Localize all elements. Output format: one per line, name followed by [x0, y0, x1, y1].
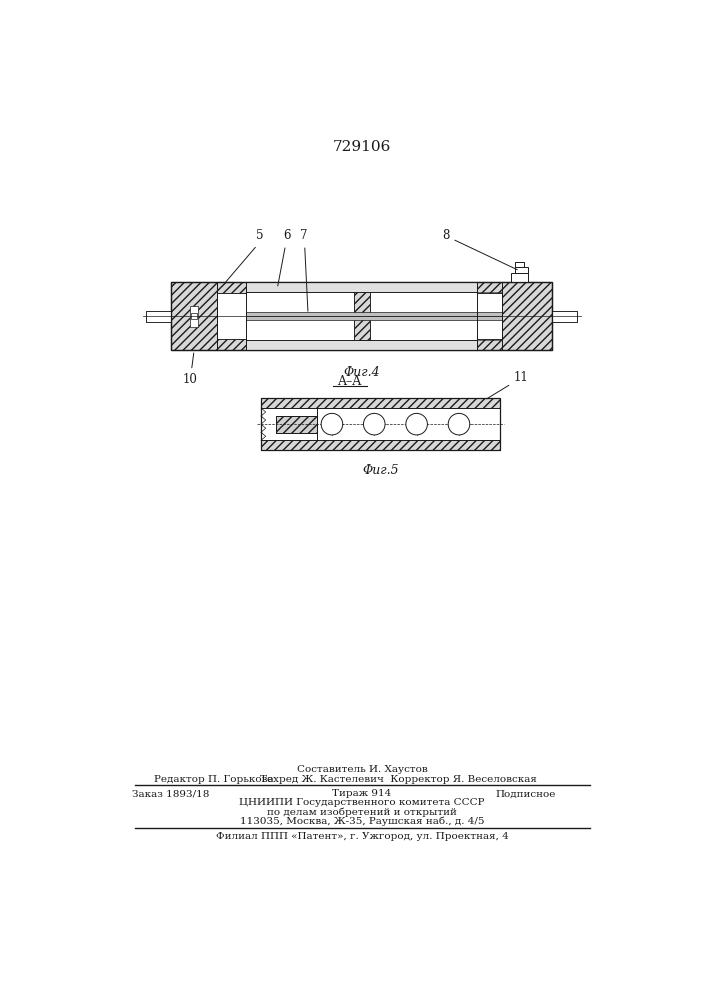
- Bar: [247, 340, 477, 350]
- Bar: [261, 398, 500, 408]
- Bar: [261, 398, 500, 450]
- Bar: [354, 282, 370, 350]
- Bar: [261, 398, 500, 408]
- Bar: [477, 339, 502, 350]
- Bar: [477, 282, 502, 293]
- Bar: [171, 282, 552, 350]
- Bar: [502, 282, 552, 350]
- Bar: [276, 416, 317, 433]
- Bar: [217, 339, 247, 350]
- Bar: [146, 311, 171, 322]
- Text: Φиг.4: Φиг.4: [344, 366, 380, 379]
- Bar: [190, 306, 198, 327]
- Bar: [477, 282, 502, 293]
- Text: по делам изобретений и открытий: по делам изобретений и открытий: [267, 807, 457, 817]
- Text: ЦНИИПИ Государственного комитета СССР: ЦНИИПИ Государственного комитета СССР: [239, 798, 485, 807]
- Bar: [247, 282, 477, 292]
- Text: Составитель И. Хаустов: Составитель И. Хаустов: [296, 765, 427, 774]
- Circle shape: [448, 413, 469, 435]
- Circle shape: [363, 413, 385, 435]
- Text: A–A: A–A: [337, 375, 362, 388]
- Bar: [502, 282, 552, 350]
- Bar: [217, 339, 247, 350]
- Bar: [515, 267, 528, 273]
- Bar: [247, 312, 502, 320]
- Bar: [171, 282, 217, 350]
- Text: Редактор П. Горькова: Редактор П. Горькова: [153, 775, 273, 784]
- Text: 6: 6: [278, 229, 291, 286]
- Bar: [261, 440, 500, 450]
- Text: Тираж 914: Тираж 914: [332, 789, 392, 798]
- Text: Φиг.5: Φиг.5: [362, 464, 399, 477]
- Circle shape: [406, 413, 428, 435]
- Bar: [511, 273, 528, 282]
- Text: 7: 7: [300, 229, 308, 311]
- Text: Подписное: Подписное: [495, 789, 556, 798]
- Bar: [171, 282, 552, 350]
- Text: 5: 5: [225, 229, 263, 283]
- Text: 10: 10: [183, 353, 198, 386]
- Bar: [354, 282, 370, 350]
- Bar: [146, 311, 171, 322]
- Bar: [217, 282, 247, 293]
- Bar: [477, 339, 502, 350]
- Bar: [191, 313, 197, 319]
- Text: 11: 11: [486, 371, 529, 399]
- Text: 113035, Москва, Ж-35, Раушская наб., д. 4/5: 113035, Москва, Ж-35, Раушская наб., д. …: [240, 817, 484, 826]
- Bar: [217, 282, 247, 293]
- Text: Филиал ППП «Патент», г. Ужгород, ул. Проектная, 4: Филиал ППП «Патент», г. Ужгород, ул. Про…: [216, 832, 508, 841]
- Bar: [261, 440, 500, 450]
- Bar: [552, 311, 577, 322]
- Bar: [171, 282, 217, 350]
- Text: Заказ 1893/18: Заказ 1893/18: [132, 789, 210, 798]
- Bar: [276, 416, 317, 433]
- Circle shape: [321, 413, 343, 435]
- Bar: [552, 311, 577, 322]
- Text: Техред Ж. Кастелевич  Корректор Я. Веселовская: Техред Ж. Кастелевич Корректор Я. Весело…: [259, 775, 537, 784]
- Text: 729106: 729106: [333, 140, 391, 154]
- Bar: [515, 262, 525, 267]
- Text: 8: 8: [442, 229, 518, 270]
- Bar: [276, 416, 317, 433]
